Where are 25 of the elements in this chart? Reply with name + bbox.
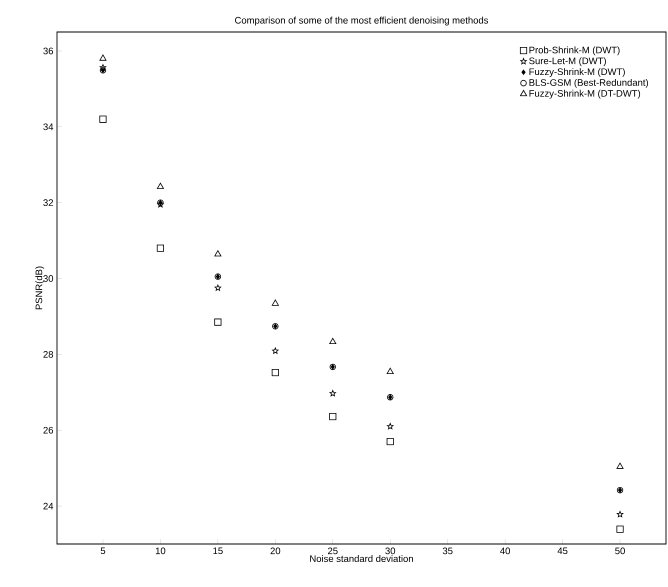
- legend-label: Fuzzy-Shrink-M (DWT): [529, 68, 625, 77]
- x-tick-label: 10: [156, 548, 166, 554]
- y-tick-label: 32: [43, 199, 54, 206]
- y-tick-label: 24: [43, 502, 54, 510]
- chart-title: Comparison of some of the most efficient denoising methods: [235, 16, 488, 26]
- x-tick-label: 35: [442, 548, 453, 554]
- x-tick-label: 25: [328, 548, 338, 554]
- x-tick-label: 50: [615, 548, 625, 554]
- y-tick-label: 34: [43, 123, 54, 130]
- x-tick-label: 15: [213, 548, 223, 554]
- x-tick-label: 30: [385, 548, 396, 554]
- x-axis-title: Noise standard deviation: [310, 555, 413, 562]
- y-tick-label: 36: [43, 48, 54, 54]
- legend-label: BLS-GSM (Best-Redundant): [529, 78, 648, 88]
- legend-label: Fuzzy-Shrink-M (DT-DWT): [529, 90, 640, 99]
- y-tick-label: 26: [43, 426, 54, 434]
- x-tick-label: 20: [270, 548, 280, 554]
- x-tick-label: 40: [500, 548, 510, 554]
- x-tick-label: 5: [100, 548, 106, 554]
- legend-label: Prob-Shrink-M (DWT): [529, 46, 620, 56]
- y-axis-title: PSNR(dB): [35, 266, 44, 310]
- legend-label: Sure-Let-M (DWT): [529, 57, 606, 66]
- y-tick-label: 28: [43, 351, 54, 358]
- x-tick-label: 45: [558, 548, 568, 554]
- y-tick-label: 30: [43, 275, 54, 282]
